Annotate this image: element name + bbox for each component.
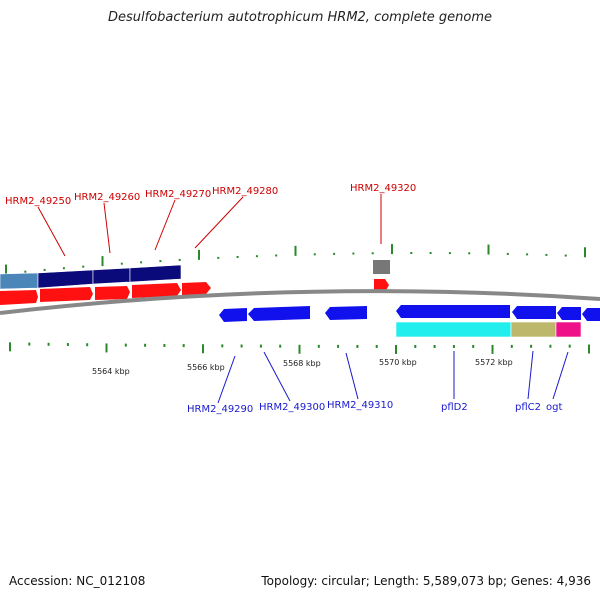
reverse-gene-arrow[interactable] (557, 307, 581, 320)
scale-label: 5564 kbp (92, 367, 130, 376)
gene-label-forward[interactable]: HRM2_49320 (350, 183, 416, 194)
gene-label-forward[interactable]: HRM2_49250 (5, 196, 71, 207)
forward-gene-arrow[interactable] (0, 290, 38, 305)
gene-label-reverse[interactable]: pflC2 (515, 402, 541, 413)
leader-line (37, 206, 66, 257)
leader-line (103, 202, 111, 254)
leader-lines-reverse (217, 350, 569, 404)
gene-label-reverse[interactable]: ogt (546, 402, 562, 413)
forward-gene-arrow[interactable] (182, 282, 211, 296)
forward-gene-arrow[interactable] (40, 287, 93, 302)
tick-row-bottom (9, 342, 590, 354)
genome-backbone (0, 289, 600, 315)
magenta-feature (555, 321, 582, 338)
genome-summary: Topology: circular; Length: 5,589,073 bp… (261, 574, 591, 588)
khaki-feature (510, 321, 557, 338)
forward-feature (37, 269, 94, 289)
map-title: Desulfobacterium autotrophicum HRM2, com… (107, 10, 493, 25)
leader-line (263, 351, 291, 402)
gene-label-reverse[interactable]: pflD2 (441, 402, 468, 413)
unknown-feature (373, 260, 390, 274)
scale-label: 5568 kbp (283, 359, 321, 368)
scale-label: 5570 kbp (379, 358, 417, 367)
leader-line (552, 351, 569, 400)
reverse-gene-arrow[interactable] (582, 308, 600, 321)
tick-row-top (5, 244, 586, 275)
forward-gene-track (0, 279, 389, 305)
leader-line (194, 196, 244, 249)
gene-label-reverse[interactable]: HRM2_49300 (259, 402, 325, 413)
reverse-gene-arrow[interactable] (325, 306, 367, 320)
leader-line (345, 352, 359, 400)
forward-feature (129, 264, 182, 283)
gene-label-reverse[interactable]: HRM2_49290 (187, 404, 253, 415)
scale-label: 5566 kbp (187, 363, 225, 372)
forward-gene-arrow[interactable] (95, 286, 130, 300)
reverse-gene-track (219, 305, 600, 322)
reverse-gene-arrow[interactable] (396, 305, 510, 318)
gene-label-reverse[interactable]: HRM2_49310 (327, 400, 393, 411)
forward-feature-track (0, 260, 390, 290)
leader-line (527, 350, 534, 400)
reverse-gene-arrow[interactable] (248, 306, 310, 321)
forward-feature-light (0, 272, 39, 290)
reverse-feature-track (395, 321, 582, 338)
forward-gene-arrow[interactable] (132, 283, 181, 298)
reverse-gene-arrow[interactable] (219, 308, 247, 322)
leader-lines-forward (37, 194, 382, 257)
gene-label-forward[interactable]: HRM2_49260 (74, 192, 140, 203)
accession-label: Accession: NC_012108 (9, 574, 146, 588)
gene-label-forward[interactable]: HRM2_49280 (212, 186, 278, 197)
reverse-gene-arrow[interactable] (512, 306, 556, 319)
forward-feature (92, 267, 131, 285)
scale-label: 5572 kbp (475, 358, 513, 367)
forward-gene-arrow[interactable] (374, 279, 389, 292)
leader-line (217, 355, 236, 404)
cyan-feature (395, 321, 512, 338)
leader-line (154, 199, 176, 251)
gene-label-forward[interactable]: HRM2_49270 (145, 189, 211, 200)
